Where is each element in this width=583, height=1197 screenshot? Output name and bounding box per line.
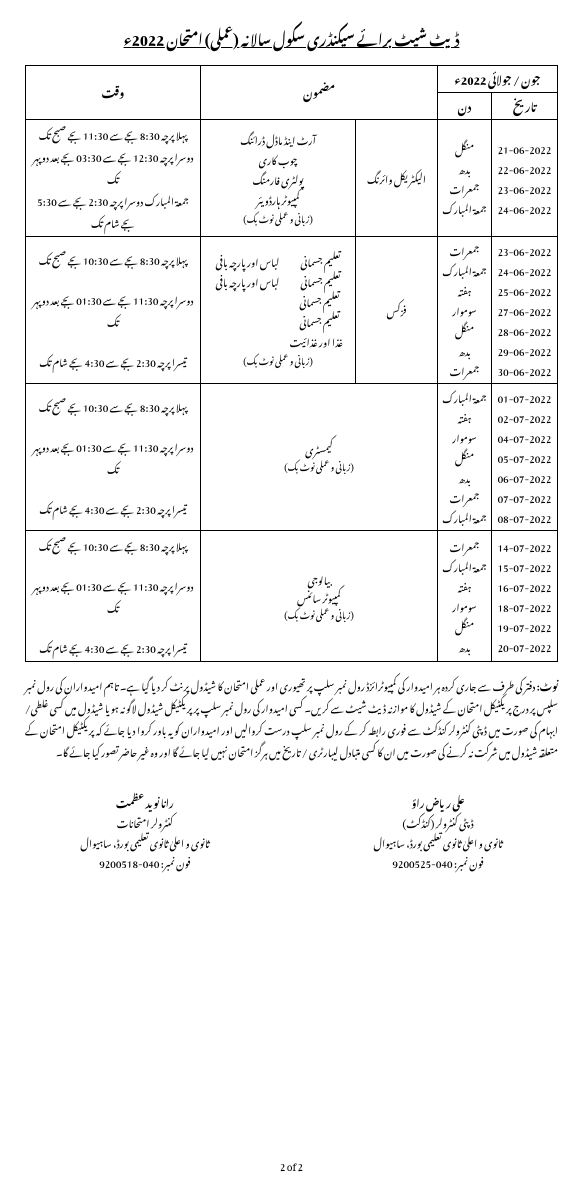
day-cell: جمعۃ المبارک ہفتہ سوموار منگل بدھ جمعرات… (438, 383, 492, 530)
subject-cell: بیالوجی کمپیوٹر سائنس (زبانی و عملی نوٹ … (201, 530, 438, 661)
time-header: وقت (26, 66, 201, 120)
day-cell: جمعرات جمعۃ المبارک ہفتہ سوموار منگل بدھ (438, 530, 492, 661)
date-header: تاریخ (492, 92, 558, 119)
day-header: دن (438, 92, 492, 119)
datesheet-table: جون / جولائی 2022ء مضمون وقت تاریخ دن 21… (25, 65, 558, 662)
month-header: جون / جولائی 2022ء (438, 66, 558, 93)
date-cell: 14-07-2022 15-07-2022 16-07-2022 18-07-2… (492, 530, 558, 661)
subject-cell: کیمسٹری (زبانی و عملی نوٹ بک) (201, 383, 438, 530)
header-row: جون / جولائی 2022ء مضمون وقت (26, 66, 558, 93)
detail-cell: تعلیم جسمانی لباس اور پارچہ بافی تعلیم ج… (201, 236, 356, 383)
subject-header: مضمون (201, 66, 438, 120)
time-cell: پہلا پرچہ 8:30 بجے سے 11:30 بجے صبح تک د… (26, 119, 201, 236)
note-text: دفتر کی طرف سے جاری کردہ ہر امیدوار کی ک… (25, 672, 558, 763)
time-cell: پہلا پرچہ 8:30 بجے سے 10:30 بجے صبح تک د… (26, 530, 201, 661)
date-cell: 21-06-2022 22-06-2022 23-06-2022 24-06-2… (492, 119, 558, 236)
note-block: نوٹ: دفتر کی طرف سے جاری کردہ ہر امیدوار… (25, 674, 558, 762)
page-title: ڈیٹ شیٹ برائے سیکنڈری سکول سالانہ (عملی)… (25, 20, 558, 55)
time-cell: پہلا پرچہ 8:30 بجے سے 10:30 بجے صبح تک د… (26, 236, 201, 383)
page-number: 2 of 2 (25, 1152, 558, 1177)
subject-cell: الیکٹریکل وائرنگ (356, 119, 438, 236)
time-cell: پہلا پرچہ 8:30 بجے سے 10:30 بجے صبح تک د… (26, 383, 201, 530)
signature-left: رانا نوید عظمت کنٹرولر امتحانات ثانوی و … (25, 792, 265, 872)
day-cell: منگل بدھ جمعرات جمعۃ المبارک (438, 119, 492, 236)
date-cell: 01-07-2022 02-07-2022 04-07-2022 05-07-2… (492, 383, 558, 530)
signature-row: علی ریاض راؤ ڈپٹی کنٹرولر (کنڈکٹ) ثانوی … (25, 792, 558, 872)
day-cell: جمعرات جمعۃ المبارک ہفتہ سوموار منگل بدھ… (438, 236, 492, 383)
date-cell: 23-06-2022 24-06-2022 25-06-2022 27-06-2… (492, 236, 558, 383)
detail-cell: آرٹ اینڈ ماڈل ڈرائنگ چوب کاری پولٹری فار… (201, 119, 356, 236)
signature-right: علی ریاض راؤ ڈپٹی کنٹرولر (کنڈکٹ) ثانوی … (318, 792, 558, 872)
subject-cell: فزکس (356, 236, 438, 383)
